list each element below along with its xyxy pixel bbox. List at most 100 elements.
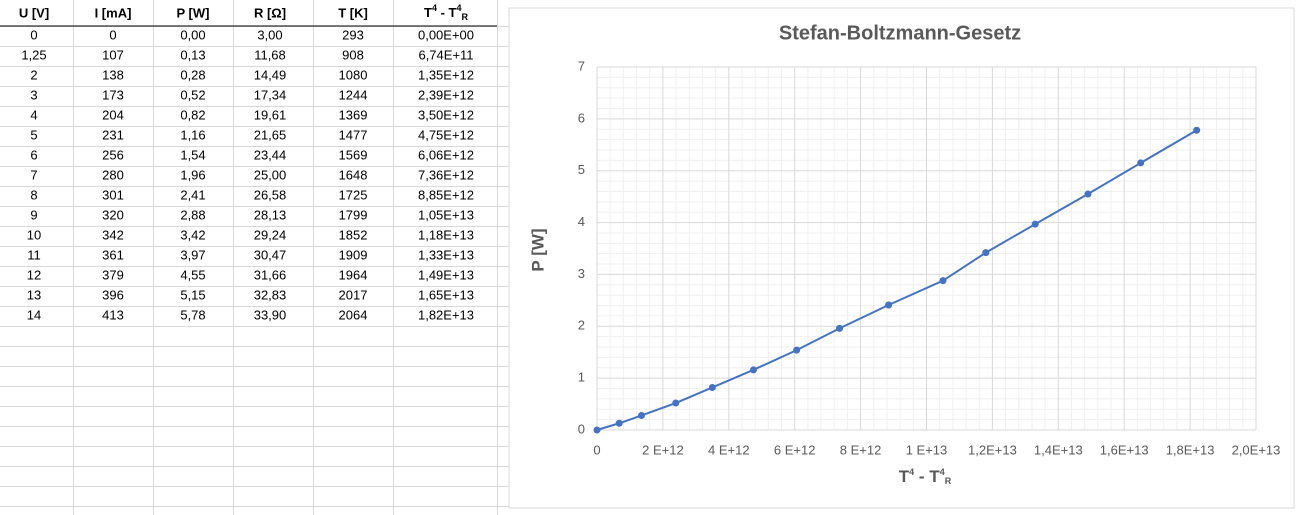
- cell: 1648: [339, 167, 368, 182]
- cell: 6,74E+11: [418, 47, 473, 62]
- cell: 4: [30, 107, 37, 122]
- y-tick-label: 0: [578, 421, 585, 436]
- cell: 4,75E+12: [418, 127, 474, 142]
- cell: 26,58: [254, 187, 287, 202]
- cell: 0: [30, 27, 37, 42]
- column-header: I [mA]: [95, 5, 132, 20]
- data-point: [637, 411, 645, 419]
- cell: 1569: [339, 147, 368, 162]
- cell: 7,36E+12: [418, 167, 474, 182]
- cell: 1,16: [180, 127, 205, 142]
- x-axis-label-part: R: [945, 476, 952, 486]
- y-tick-label: 5: [578, 162, 585, 177]
- cell: 21,65: [254, 127, 287, 142]
- cell: 231: [102, 127, 124, 142]
- cell: 0,82: [180, 107, 205, 122]
- cell: 12: [27, 267, 41, 282]
- cell: 1244: [339, 87, 368, 102]
- cell: 30,47: [254, 247, 287, 262]
- x-tick-label: 1,6E+13: [1100, 442, 1149, 457]
- cell: 14: [27, 307, 41, 322]
- x-tick-label: 2,0E+13: [1232, 442, 1281, 457]
- cell: 908: [342, 47, 364, 62]
- cell: 9: [30, 207, 37, 222]
- cell: 8: [30, 187, 37, 202]
- x-tick-label: 1,4E+13: [1034, 442, 1083, 457]
- cell: 138: [102, 67, 124, 82]
- cell: 32,83: [254, 287, 287, 302]
- column-header-part: R: [461, 12, 468, 22]
- cell: 2064: [339, 307, 368, 322]
- x-tick-label: 2 E+12: [642, 442, 684, 457]
- cell: 10: [27, 227, 41, 242]
- x-tick-label: 1,2E+13: [968, 442, 1017, 457]
- cell: 342: [102, 227, 124, 242]
- cell: 1369: [339, 107, 368, 122]
- cell: 2,88: [180, 207, 205, 222]
- data-point: [1137, 159, 1145, 167]
- data-point: [750, 366, 758, 374]
- column-header: P [W]: [177, 5, 210, 20]
- cell: 19,61: [254, 107, 287, 122]
- data-point: [615, 419, 623, 427]
- cell: 14,49: [254, 67, 287, 82]
- cell: 5: [30, 127, 37, 142]
- cell: 1080: [339, 67, 368, 82]
- cell: 3,00: [257, 27, 282, 42]
- cell: 293: [342, 27, 364, 42]
- cell: 25,00: [254, 167, 287, 182]
- cell: 2,39E+12: [418, 87, 474, 102]
- cell: 2017: [339, 287, 368, 302]
- cell: 28,13: [254, 207, 287, 222]
- cell: 301: [102, 187, 124, 202]
- cell: 280: [102, 167, 124, 182]
- data-point: [1084, 190, 1092, 198]
- cell: 3,97: [180, 247, 205, 262]
- cell: 1799: [339, 207, 368, 222]
- cell: 33,90: [254, 307, 287, 322]
- cell: 1,05E+13: [418, 207, 474, 222]
- cell: 13: [27, 287, 41, 302]
- y-tick-label: 7: [578, 58, 585, 73]
- column-header: U [V]: [19, 5, 49, 20]
- cell: 3,50E+12: [418, 107, 474, 122]
- cell: 396: [102, 287, 124, 302]
- cell: 1,65E+13: [418, 287, 474, 302]
- x-axis-label-part: 4: [940, 467, 945, 477]
- x-tick-label: 1,8E+13: [1166, 442, 1215, 457]
- cell: 1,25: [21, 47, 46, 62]
- data-point: [982, 249, 990, 257]
- data-point: [672, 399, 680, 407]
- x-tick-label: 1 E+13: [906, 442, 948, 457]
- x-axis-label-part: 4: [909, 467, 914, 477]
- x-axis-label-part: T: [899, 467, 910, 486]
- data-point: [793, 346, 801, 354]
- x-tick-label: 4 E+12: [708, 442, 750, 457]
- x-tick-label: 6 E+12: [774, 442, 816, 457]
- column-header-part: 4: [432, 3, 437, 13]
- x-tick-label: 0: [593, 442, 600, 457]
- cell: 7: [30, 167, 37, 182]
- cell: 413: [102, 307, 124, 322]
- cell: 320: [102, 207, 124, 222]
- data-point: [708, 383, 716, 391]
- column-header: R [Ω]: [254, 5, 286, 20]
- cell: 1,35E+12: [418, 67, 474, 82]
- cell: 3,42: [180, 227, 205, 242]
- cell: 0,13: [180, 47, 205, 62]
- cell: 11,68: [254, 47, 286, 62]
- cell: 1964: [339, 267, 368, 282]
- data-point: [1193, 126, 1201, 134]
- chart-panel: [508, 7, 1295, 509]
- y-tick-label: 3: [578, 266, 585, 281]
- y-tick-label: 6: [578, 110, 585, 125]
- cell: 1,49E+13: [418, 267, 474, 282]
- cell: 256: [102, 147, 124, 162]
- cell: 1852: [339, 227, 368, 242]
- cell: 4,55: [180, 267, 205, 282]
- data-point: [593, 426, 601, 434]
- sheet-grid: [0, 0, 509, 515]
- y-tick-label: 2: [578, 318, 585, 333]
